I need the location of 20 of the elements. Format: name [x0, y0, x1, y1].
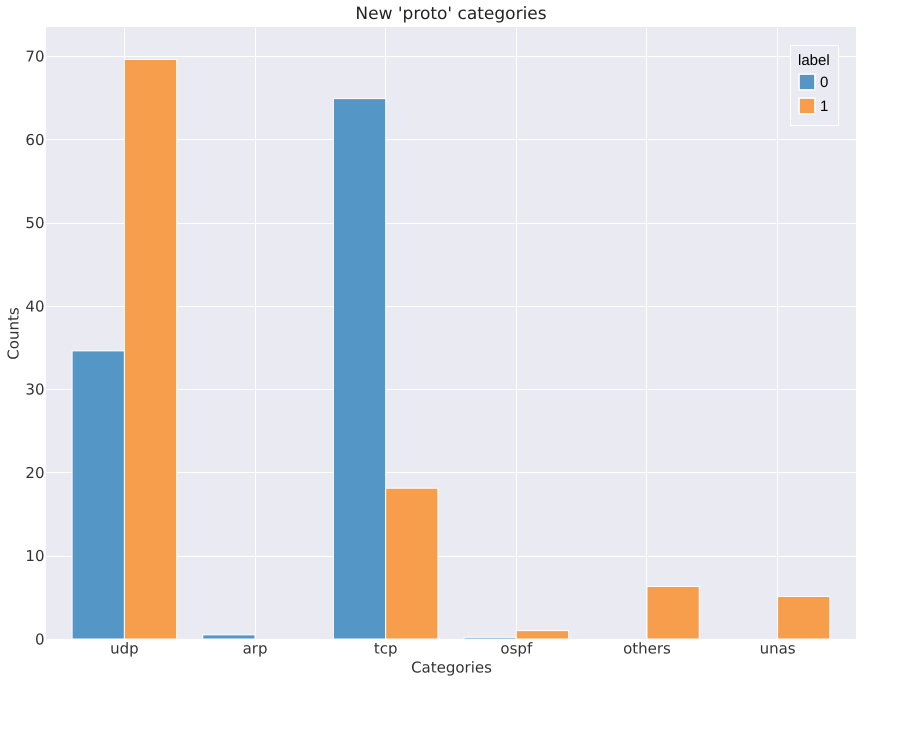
x-tick-label: udp: [110, 640, 139, 658]
x-tick-label: arp: [242, 640, 268, 658]
y-tick-label: 30: [25, 380, 44, 399]
legend-title: label: [798, 52, 830, 69]
y-tick-label: 40: [25, 297, 44, 316]
x-tick-label: unas: [760, 640, 796, 658]
x-tick-label: ospf: [500, 640, 533, 658]
legend-label: 1: [820, 98, 828, 115]
chart-title: New 'proto' categories: [355, 4, 547, 24]
y-tick-label: 60: [25, 130, 44, 149]
x-tick-label: others: [623, 640, 672, 658]
y-tick-label: 50: [25, 214, 44, 232]
y-tick-label: 0: [34, 630, 44, 648]
y-tick-label: 70: [25, 48, 44, 66]
legend-label: 0: [820, 74, 828, 91]
y-tick-label: 10: [25, 547, 44, 566]
y-axis-title: Counts: [4, 307, 22, 360]
x-tick-label: tcp: [374, 640, 398, 658]
x-axis-title: Categories: [411, 658, 492, 676]
y-tick-label: 20: [25, 464, 44, 482]
